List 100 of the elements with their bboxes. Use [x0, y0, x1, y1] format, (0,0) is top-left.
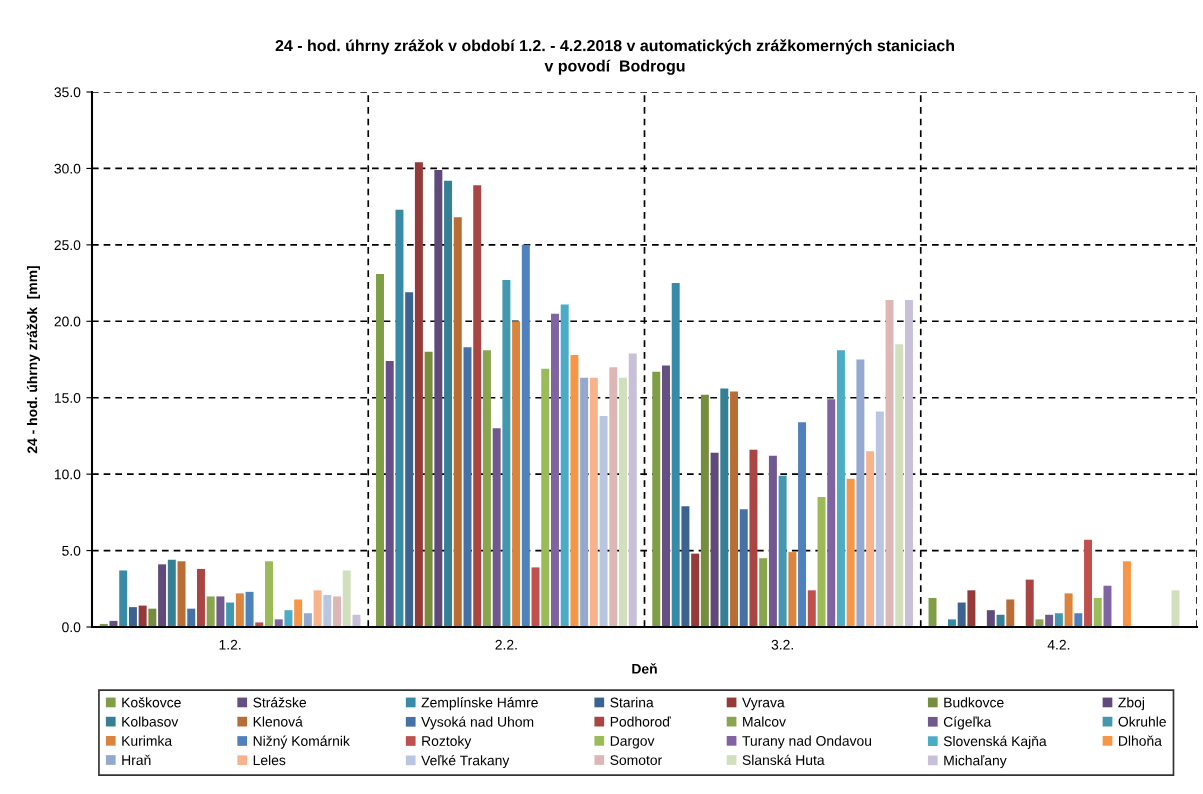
y-axis-title: 24 - hod. úhrny zrážok [mm]	[26, 266, 40, 454]
bar	[739, 509, 748, 627]
bar	[807, 590, 816, 627]
bar	[570, 354, 579, 627]
legend-label: Klenová	[253, 716, 303, 727]
legend-label: Cígeľka	[943, 716, 992, 730]
legend-label: Okruhle	[1118, 716, 1166, 727]
legend-label: Strážske	[253, 697, 307, 708]
legend-label: Zemplínske Hámre	[421, 697, 538, 711]
bar	[313, 590, 322, 627]
bar	[1064, 593, 1073, 627]
bar	[521, 244, 530, 627]
bar	[619, 377, 627, 627]
bar	[216, 596, 225, 627]
bar	[996, 614, 1005, 627]
bar	[1093, 597, 1102, 627]
bar	[512, 321, 521, 627]
bar	[235, 593, 244, 627]
bar	[798, 422, 807, 627]
bar	[385, 361, 394, 627]
bar	[502, 280, 511, 627]
legend-label: Malcov	[743, 716, 786, 727]
bar	[352, 614, 361, 627]
bar	[730, 391, 739, 627]
bar	[749, 449, 758, 627]
bar	[986, 610, 995, 627]
legend-label: Dargov	[610, 736, 655, 749]
bar	[957, 602, 966, 627]
bar	[119, 570, 128, 627]
legend-label: Turany nad Ondavou	[742, 735, 872, 749]
bar	[768, 455, 777, 627]
legend-label: Hraň	[122, 754, 151, 766]
bar	[1006, 599, 1015, 627]
y-tick-label: 35.0	[54, 87, 81, 98]
bar	[1122, 561, 1131, 627]
x-tick-label: 4.2.	[1047, 639, 1070, 650]
bar	[284, 610, 293, 627]
x-tick-label: 1.2.	[219, 639, 241, 650]
bar	[492, 428, 501, 627]
bar	[274, 619, 283, 627]
legend-label: Nižný Komárnik	[253, 735, 350, 749]
bar	[265, 561, 273, 627]
legend-label: Veľké Trakany	[421, 754, 510, 769]
bar	[967, 590, 976, 627]
bar	[138, 605, 147, 627]
bar	[710, 452, 719, 627]
bar	[759, 558, 768, 627]
bar	[662, 365, 670, 627]
bar	[1103, 585, 1112, 627]
bar	[226, 602, 235, 627]
bar	[550, 313, 559, 627]
bar	[405, 292, 414, 627]
bar	[905, 299, 913, 627]
bar	[580, 377, 589, 627]
legend-label: Dlhoňa	[1119, 735, 1162, 746]
y-tick-label: 25.0	[54, 240, 81, 251]
bar	[681, 506, 690, 627]
bar	[827, 399, 836, 627]
bar	[434, 169, 443, 627]
bar	[700, 394, 709, 627]
bar	[294, 599, 303, 627]
legend-label: Podhoroď	[610, 716, 671, 727]
bar	[778, 475, 787, 627]
y-tick-label: 10.0	[54, 469, 81, 480]
bar	[628, 353, 637, 627]
bar	[128, 607, 137, 627]
legend-label: Vyrava	[742, 697, 785, 711]
bar	[541, 368, 550, 627]
bar	[187, 608, 196, 627]
y-tick-label: 15.0	[54, 393, 81, 403]
bar	[560, 304, 569, 627]
legend-label: Slanská Huta	[742, 754, 825, 766]
bar	[652, 371, 661, 627]
bar	[206, 596, 215, 627]
bar	[323, 594, 332, 627]
bar	[444, 180, 453, 627]
y-tick-label: 0.0	[62, 622, 81, 633]
bar	[947, 619, 956, 627]
bar	[875, 411, 884, 627]
bar	[376, 273, 384, 627]
y-tick-label: 5.0	[62, 545, 81, 556]
bar	[1084, 539, 1093, 627]
legend-label: Budkovce	[944, 697, 1004, 708]
bar	[885, 299, 894, 627]
bar	[245, 591, 254, 627]
bar	[177, 561, 186, 627]
legend-label: Kolbasov	[122, 716, 179, 727]
x-axis-title: Deň	[632, 663, 657, 674]
legend-label: Kurimka	[122, 735, 173, 746]
bar	[895, 344, 904, 627]
bar	[167, 559, 176, 627]
bar	[599, 416, 608, 627]
bar	[414, 162, 423, 627]
bar	[1035, 619, 1044, 627]
bar	[1054, 613, 1063, 627]
bar	[148, 608, 157, 627]
bar	[303, 613, 312, 627]
bar	[531, 567, 540, 627]
bar	[1074, 613, 1083, 627]
x-tick-label: 2.2.	[495, 639, 517, 650]
